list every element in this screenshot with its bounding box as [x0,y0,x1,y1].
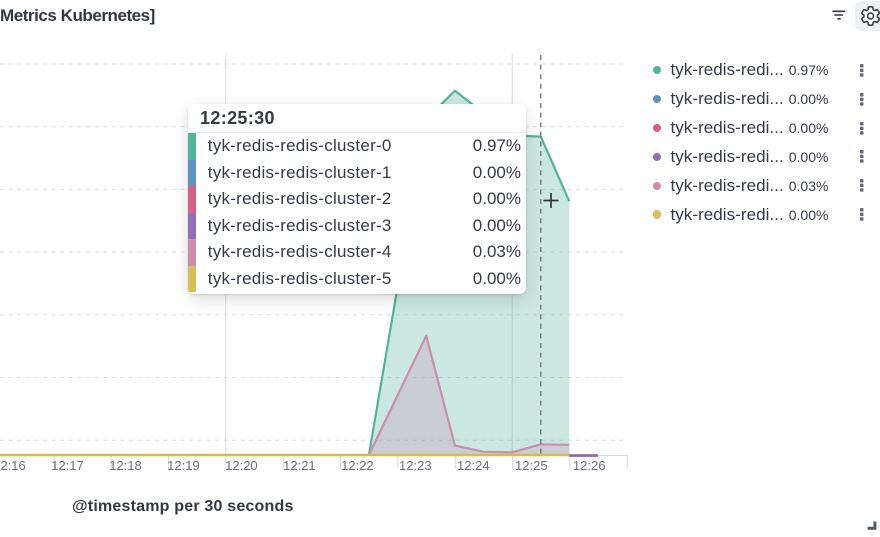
svg-text:12:17: 12:17 [51,458,84,473]
svg-text:12:25: 12:25 [515,458,548,473]
svg-text:12:26: 12:26 [573,458,606,473]
svg-text:12:24: 12:24 [457,458,490,473]
svg-text:12:18: 12:18 [109,458,142,473]
svg-text:12:20: 12:20 [225,458,258,473]
svg-text:12:16: 12:16 [0,458,26,473]
svg-text:12:22: 12:22 [341,458,374,473]
svg-text:12:19: 12:19 [167,458,200,473]
svg-text:12:23: 12:23 [399,458,432,473]
svg-text:12:21: 12:21 [283,458,316,473]
